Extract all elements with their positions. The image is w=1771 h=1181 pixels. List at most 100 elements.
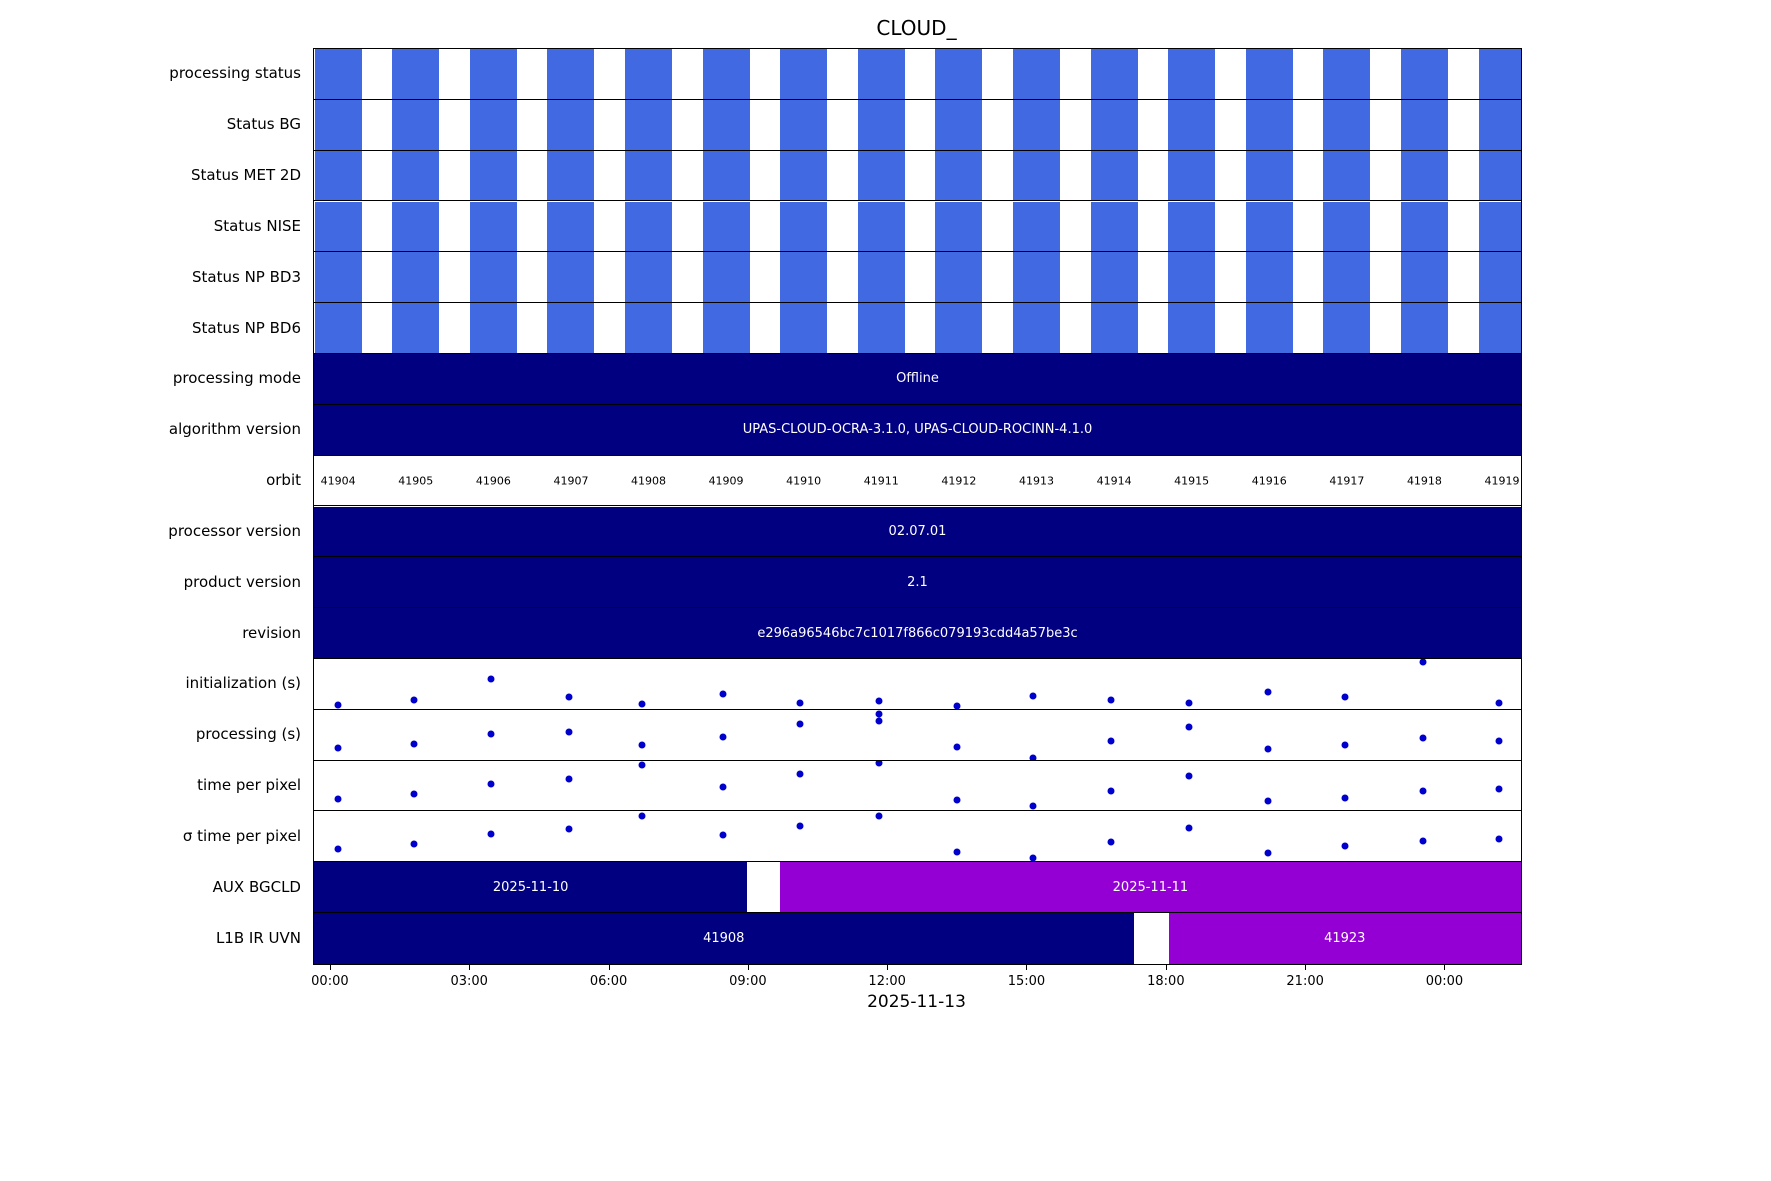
row-track-status [314,99,1521,151]
scatter-point [1495,835,1503,843]
row-track-orbit: 41904 41905 41906 41907 41908 41909 41910 41911… [314,456,1521,507]
scatter-point [1495,785,1503,793]
status-bar-segment [1012,49,1061,99]
status-bar-segment [1478,150,1521,201]
status-bar-segment [1168,49,1216,99]
row-track-scatter [314,659,1521,710]
status-bar-segment [1245,150,1293,201]
status-bar-segment [1245,252,1293,303]
status-bar-segment [780,49,828,99]
row-track-scatter [314,710,1521,761]
status-bar-segment [1168,252,1216,303]
scatter-point [875,812,883,820]
x-tick-label: 00:00 [311,974,349,989]
status-bar-segment [1400,201,1448,252]
x-tick-label: 09:00 [729,974,767,989]
row-track-full_bar: e296a96546bc7c1017f866c079193cdd4a57be3c [314,608,1521,659]
status-bar-segment [469,49,517,99]
status-bar-segment [624,99,672,150]
row-track-full_bar: 2.1 [314,557,1521,609]
row-track-status [314,201,1521,253]
scatter-point [410,790,418,798]
scatter-point [875,717,883,725]
scatter-point [410,740,418,748]
status-bar-segment [1245,303,1293,353]
scatter-point [1341,794,1349,802]
scatter-point [1264,745,1272,753]
row-track-full_bar: 02.07.01 [314,506,1521,558]
status-bar-segment [547,99,595,150]
scatter-point [1495,699,1503,707]
row-label: algorithm version [168,420,301,439]
scatter-point [1419,787,1427,795]
row-label-column: processing status Status BG Status MET 2D S… [0,48,307,963]
status-bar-segment [702,150,750,201]
status-bar-segment [1012,99,1061,150]
scatter-point [565,693,573,701]
status-bar-segment [392,99,440,150]
row-track-segments: 2025-11-10 2025-11-11 [314,862,1521,914]
scatter-point [1029,854,1037,862]
scatter-point [1107,737,1115,745]
status-bar-segment [1012,150,1061,201]
row-label: σ time per pixel [182,826,301,845]
status-bar-segment [702,201,750,252]
x-tick-mark [1026,964,1028,970]
status-bar-segment [392,252,440,303]
status-bar-segment [857,99,905,150]
scatter-point [1341,741,1349,749]
status-bar-segment [314,201,362,252]
status-bar-segment [1168,201,1216,252]
scatter-point [1185,772,1193,780]
scatter-point [410,696,418,704]
orbit-number: 41910 [786,474,822,488]
scatter-point [1029,754,1037,760]
status-bar-segment [1478,252,1521,303]
status-bar-segment [1323,252,1371,303]
status-bar-segment [469,99,517,150]
status-bar-segment [1323,150,1371,201]
status-bar-segment [935,99,983,150]
status-bar-segment [702,49,750,99]
status-bar-segment [392,150,440,201]
x-tick-mark [469,964,471,970]
orbit-number: 41916 [1251,474,1287,488]
status-bar-segment [1400,150,1448,201]
status-bar-segment [1323,201,1371,252]
x-tick-mark [1444,964,1446,970]
orbit-number: 41919 [1484,474,1520,488]
x-tick-mark [329,964,331,970]
scatter-point [796,720,804,728]
scatter-point [565,728,573,736]
chart-title: CLOUD_ [876,16,957,40]
x-tick-label: 03:00 [450,974,488,989]
status-bar-segment [1012,252,1061,303]
row-track-status [314,252,1521,304]
x-tick-mark [1165,964,1167,970]
plot-area: Offline UPAS-CLOUD-OCRA-3.1.0, UPAS-CLOUD… [313,48,1522,965]
timeline-segment: 2025-11-10 [314,862,748,913]
status-bar-segment [1478,303,1521,353]
status-bar-segment [547,49,595,99]
timeline-segment: 2025-11-11 [779,862,1521,913]
status-bar-segment [1400,99,1448,150]
status-bar-segment [547,201,595,252]
scatter-point [719,733,727,741]
timeline-segment: 41908 [314,913,1134,964]
row-label: product version [183,572,301,591]
scatter-point [953,848,961,856]
status-bar-segment [1478,99,1521,150]
orbit-number: 41914 [1096,474,1132,488]
status-bar-segment [1090,201,1138,252]
scatter-point [487,780,495,788]
status-bar-segment [314,99,362,150]
row-label: Status MET 2D [190,166,301,185]
row-track-full_bar: UPAS-CLOUD-OCRA-3.1.0, UPAS-CLOUD-ROCINN… [314,404,1521,456]
row-track-scatter [314,760,1521,812]
status-bar-segment [780,303,828,353]
scatter-point [875,710,883,718]
row-label: processing (s) [195,725,301,744]
status-bar-segment [1090,303,1138,353]
row-track-segments: 41908 41923 [314,913,1521,964]
scatter-point [638,741,646,749]
